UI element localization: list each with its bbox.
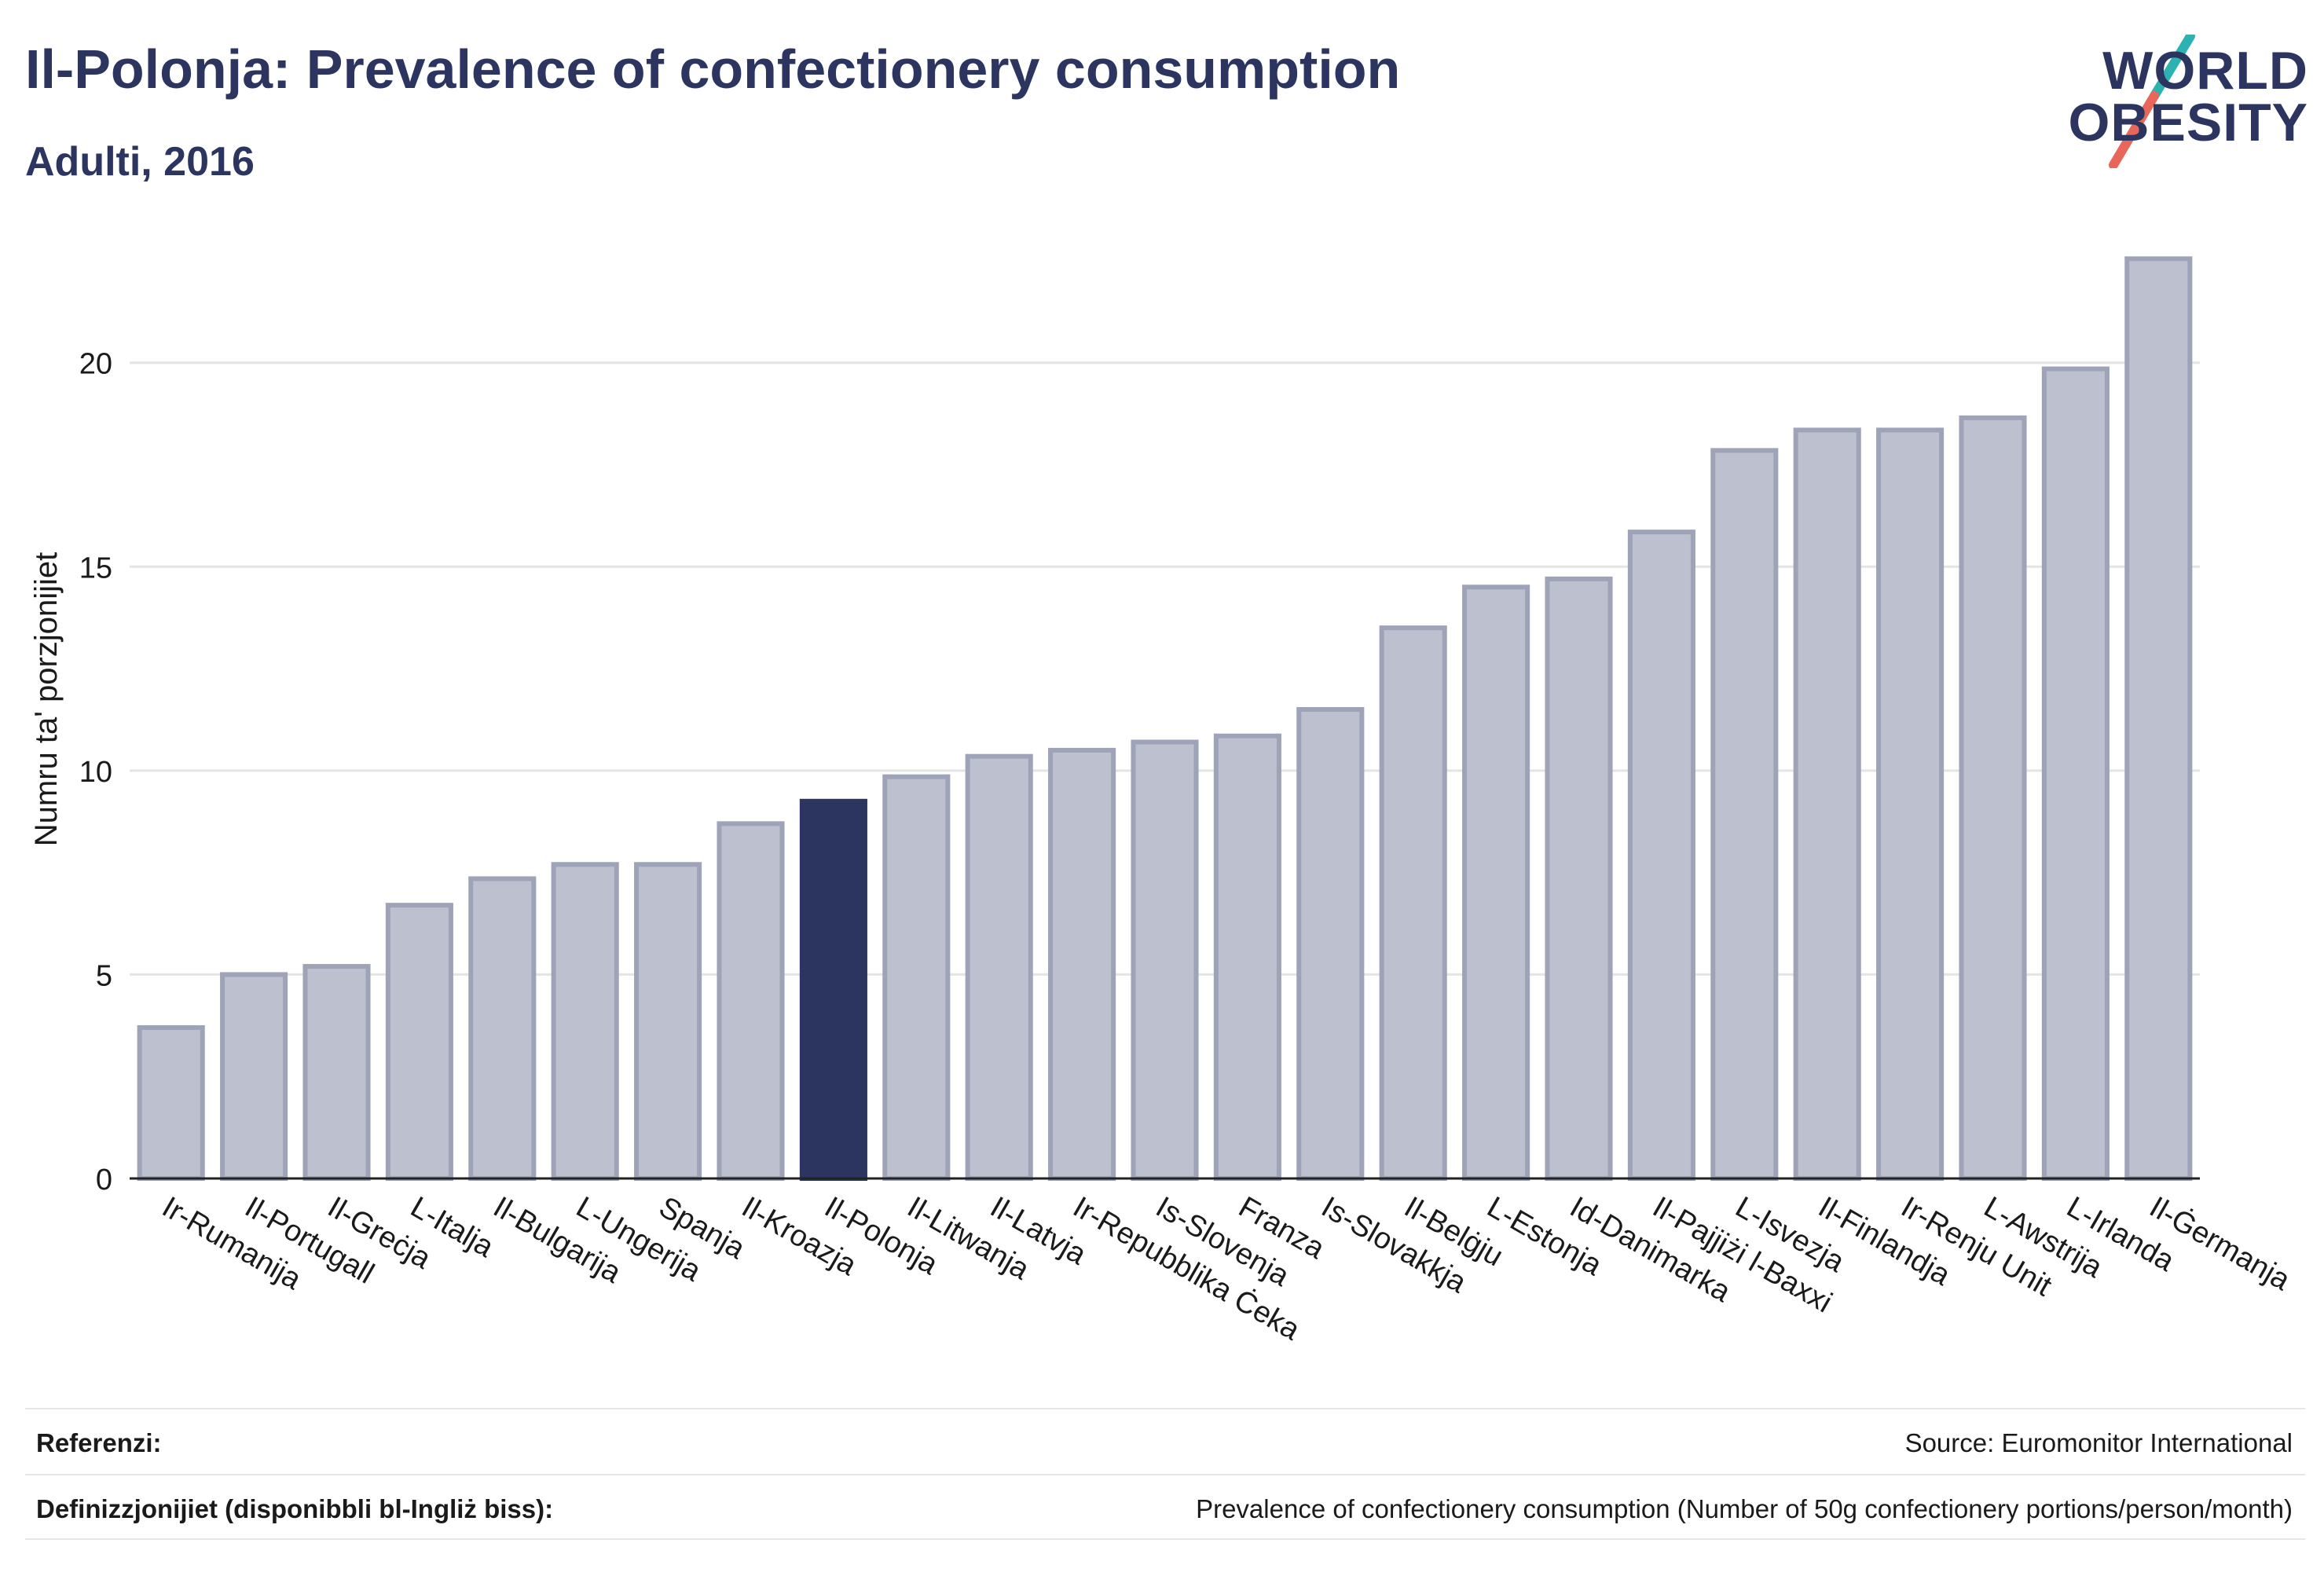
y-tick-label: 15 (79, 552, 112, 585)
world-obesity-logo: WORLD OBESITY (2057, 35, 2308, 168)
bar (1627, 530, 1695, 1181)
bar (1379, 625, 1447, 1181)
bar (1462, 585, 1530, 1181)
footer-definitions-row: Definizzjonijiet (disponibbli bl-Ingliż … (36, 1494, 2293, 1524)
bar (302, 964, 371, 1182)
bar (1213, 733, 1281, 1181)
bar (2124, 256, 2193, 1182)
logo-word-world: WORLD (2102, 41, 2308, 101)
bar (1793, 427, 1861, 1181)
bar (1296, 706, 1365, 1181)
footer-divider-middle (25, 1474, 2305, 1475)
bar (551, 862, 619, 1182)
bars (137, 256, 2193, 1182)
footer-divider-top (25, 1408, 2305, 1409)
logo-word-obesity: OBESITY (2068, 93, 2308, 152)
footer-references-row: Referenzi: Source: Euromonitor Internati… (36, 1428, 2293, 1458)
references-value: Source: Euromonitor International (1904, 1428, 2293, 1457)
y-tick-label: 5 (96, 959, 112, 992)
bar (634, 862, 702, 1182)
bar (385, 903, 453, 1181)
x-tick-labels: Ir-RumanijaIl-PortugallIl-GreċjaL-Italja… (156, 1189, 2297, 1347)
bar (1545, 576, 1613, 1181)
bar (1048, 747, 1116, 1181)
y-tick-label: 20 (79, 348, 112, 381)
y-axis-label: Numru ta' porzjonijiet (29, 552, 64, 846)
bar (468, 876, 537, 1181)
definitions-label: Definizzjonijiet (disponibbli bl-Ingliż … (36, 1494, 554, 1523)
y-tick-label: 10 (79, 756, 112, 789)
chart-title: Il-Polonja: Prevalence of confectionery … (25, 38, 1401, 100)
y-tick-label: 0 (96, 1164, 112, 1197)
definitions-value: Prevalence of confectionery consumption … (1196, 1494, 2293, 1523)
chart-subtitle: Adulti, 2016 (25, 139, 255, 185)
bar (882, 774, 951, 1181)
bar-chart: 0 5 10 15 20 Ir-RumanijaIl-PortugallIl-Greċj… (29, 256, 2297, 1347)
bar (137, 1024, 205, 1182)
bar (220, 972, 288, 1181)
y-tick-labels: 0 5 10 15 20 (79, 348, 112, 1197)
bar (1876, 427, 1945, 1181)
bar (799, 798, 867, 1181)
bar (1959, 415, 2027, 1181)
bar (965, 753, 1033, 1181)
references-label: Referenzi: (36, 1428, 162, 1457)
bar (1710, 448, 1779, 1181)
bar (2041, 366, 2110, 1181)
bar (717, 821, 785, 1182)
footer-divider-bottom (25, 1538, 2305, 1540)
bar (1131, 739, 1199, 1181)
logo-slash-icon (2109, 35, 2195, 168)
